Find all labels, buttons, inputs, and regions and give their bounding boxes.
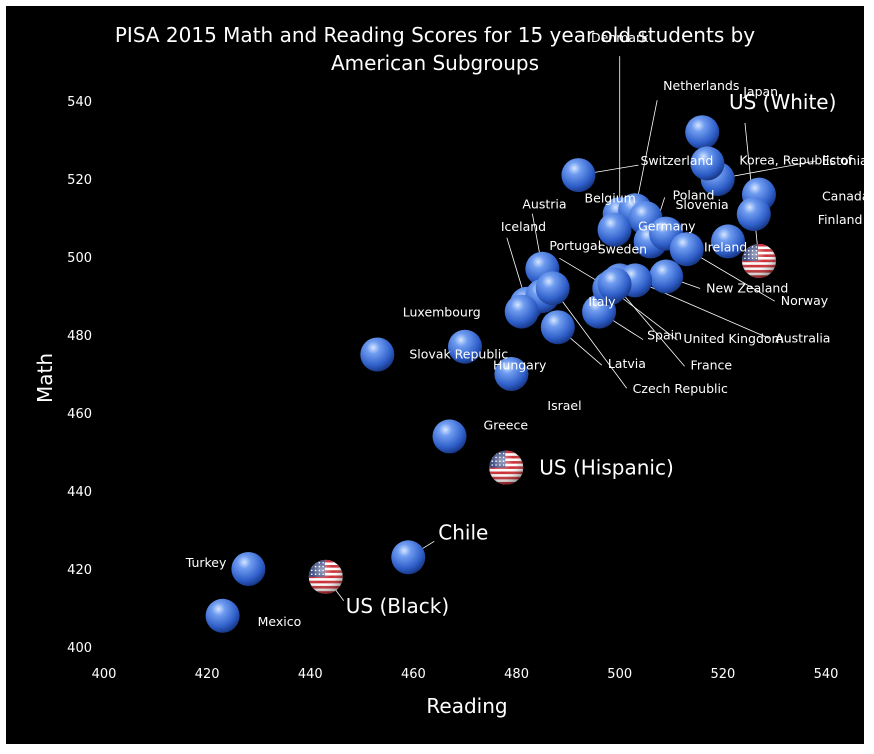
point-label-us-white: US (White) [729,90,836,114]
point-latvia [540,310,575,345]
y-tick-label: 440 [67,485,92,500]
point-label-israel: Israel [547,398,581,413]
x-tick-label: 480 [504,667,529,682]
point-label-france: France [691,357,733,372]
point-label-slovenia: Slovenia [676,197,729,212]
point-label-latvia: Latvia [608,356,646,371]
point-label-denmark: Denmark [591,30,649,45]
point-label-us-hispanic: US (Hispanic) [539,456,674,480]
point-label-japan: Japan [742,84,778,99]
point-label-slovak-republic: Slovak Republic [409,347,508,362]
point-mexico [205,598,240,633]
leader-czech-republic [552,287,627,389]
point-label-germany: Germany [638,219,696,234]
us-flag-marker-us-hispanic [489,450,524,485]
point-israel [494,357,529,391]
leader-france [614,284,685,367]
chart-title-line-1: PISA 2015 Math and Reading Scores for 15… [115,23,755,47]
point-new-zealand [649,259,684,294]
point-luxembourg [504,294,539,329]
x-tick-label: 460 [401,667,426,682]
point-label-australia: Australia [775,330,830,345]
point-label-greece: Greece [484,417,529,432]
y-tick-label: 520 [67,173,92,188]
point-label-sweden: Sweden [598,241,647,256]
point-label-ireland: Ireland [704,239,747,254]
point-finland [736,197,771,232]
y-tick-labels: 400 420 440 460 480 500 520 540 [67,95,92,656]
point-label-netherlands: Netherlands [663,78,739,93]
point-label-czech-republic: Czech Republic [633,381,728,396]
point-label-switzerland: Switzerland [640,153,713,168]
point-japan [685,115,720,150]
x-tick-label: 500 [607,667,632,682]
leader-netherlands [634,100,658,211]
point-label-finland: Finland [818,212,863,227]
point-label-new-zealand: New Zealand [706,281,788,296]
point-label-turkey: Turkey [185,555,227,570]
x-tick-label: 420 [195,667,220,682]
x-tick-label: 400 [92,667,117,682]
point-hungary [448,329,482,364]
data-points [205,115,776,633]
y-tick-label: 480 [67,329,92,344]
point-label-belgium: Belgium [585,191,636,206]
point-label-poland: Poland [673,187,715,202]
point-label-spain: Spain [647,328,682,343]
x-tick-label: 540 [814,667,839,682]
x-tick-label: 440 [298,667,323,682]
point-label-korea-republic-of: Korea, Republic of [739,152,852,167]
point-czech-republic [535,271,570,306]
point-belgium [597,212,632,247]
point-norway [669,232,704,267]
point-label-iceland: Iceland [501,219,546,234]
point-label-hungary: Hungary [493,358,547,373]
y-tick-label: 540 [67,95,92,110]
chart-title-line-2: American Subgroups [331,51,539,75]
point-korea-republic-of [690,146,725,181]
chart-frame: PISA 2015 Math and Reading Scores for 15… [6,6,864,744]
point-label-mexico: Mexico [258,614,302,629]
point-ireland [711,224,746,259]
point-label-portugal: Portugal [549,238,601,253]
y-tick-label: 500 [67,251,92,266]
point-france [597,267,632,302]
point-label-estonia: Estonia [822,153,864,168]
leader-norway [686,248,775,302]
point-labels: Denmark Netherlands Switzerland SloveniaPol… [185,30,864,629]
point-chile [391,540,426,575]
us-flag-marker-us-black [308,559,343,594]
point-label-united-kingdom: United Kingdom [683,331,783,346]
x-axis-title: Reading [426,694,507,718]
point-turkey [231,552,266,586]
point-label-italy: Italy [588,294,616,309]
y-tick-label: 460 [67,407,92,422]
y-tick-label: 400 [67,641,92,656]
point-label-austria: Austria [522,197,566,212]
point-label-us-black: US (Black) [346,594,449,618]
scatter-chart: PISA 2015 Math and Reading Scores for 15… [33,23,864,718]
x-tick-label: 520 [710,667,735,682]
point-label-luxembourg: Luxembourg [403,305,481,320]
point-label-canada: Canada [822,189,864,204]
point-slovak-republic [360,337,395,372]
point-switzerland [561,158,596,193]
us-flag-marker-us-white [741,243,776,278]
point-greece [432,419,467,454]
point-label-norway: Norway [781,293,829,308]
point-label-chile: Chile [438,520,488,544]
y-tick-label: 420 [67,563,92,578]
y-axis-title: Math [33,353,57,403]
x-tick-labels: 400 420 440 460 480 500 520 540 [92,667,839,682]
